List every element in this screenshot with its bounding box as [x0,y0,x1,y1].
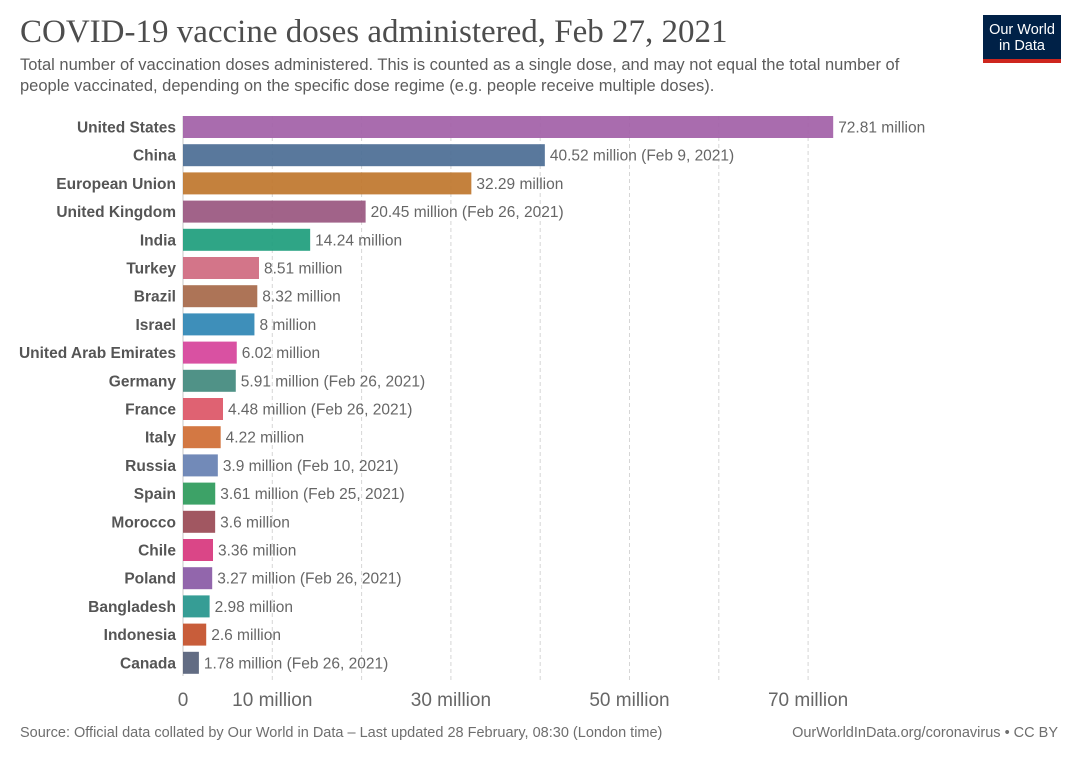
value-label: 2.98 million [215,599,293,616]
bar [183,510,216,533]
category-label: United Arab Emirates [19,345,176,362]
value-label: 14.24 million [315,232,402,249]
bar [183,228,311,251]
x-tick-label: 70 million [768,690,848,711]
value-label: 6.02 million [242,345,320,362]
category-label: Bangladesh [88,599,176,616]
value-label: 3.61 million (Feb 25, 2021) [220,486,404,503]
logo-line-2: in Data [999,38,1045,54]
category-label: Morocco [111,514,176,531]
category-label: Turkey [126,261,176,278]
category-label: European Union [56,176,176,193]
value-label: 4.22 million [226,430,304,447]
bar [183,313,255,336]
category-label: Israel [135,317,176,334]
bar [183,144,545,167]
x-tick-label: 30 million [411,690,491,711]
value-label: 3.36 million [218,543,296,560]
bar [183,116,834,138]
chart-subtitle: Total number of vaccination doses admini… [20,56,900,95]
category-label: Italy [145,430,176,447]
source-note: Source: Official data collated by Our Wo… [20,725,663,741]
bar [183,567,213,590]
value-label: 40.52 million (Feb 9, 2021) [550,148,734,165]
bar [183,369,236,392]
value-label: 3.27 million (Feb 26, 2021) [217,571,401,588]
value-label: 8.32 million [262,289,340,306]
category-label: United States [77,120,176,137]
value-label: 8 million [259,317,316,334]
bar [183,285,258,308]
x-tick-label: 50 million [589,690,669,711]
category-label: Germany [109,373,177,390]
owid-logo[interactable]: Our World in Data [983,15,1061,63]
value-label: 20.45 million (Feb 26, 2021) [371,204,564,221]
value-label: 3.9 million (Feb 10, 2021) [223,458,399,475]
value-label: 8.51 million [264,261,342,278]
bar [183,200,366,223]
bar [183,426,221,449]
credit-link[interactable]: OurWorldInData.org/coronavirus • CC BY [792,725,1058,741]
bar [183,454,218,477]
category-label: Spain [134,486,176,503]
bar [183,482,216,505]
x-tick-label: 0 [178,690,189,711]
category-label: Chile [138,543,176,560]
category-label: France [125,402,176,419]
value-label: 5.91 million (Feb 26, 2021) [241,373,425,390]
value-label: 4.48 million (Feb 26, 2021) [228,402,412,419]
category-label: Canada [120,655,176,672]
bar [183,623,207,646]
bar [183,257,259,279]
bar [183,539,214,561]
value-label: 3.6 million [220,514,290,531]
bar [183,341,237,364]
value-label: 32.29 million [476,176,563,193]
value-label: 2.6 million [211,627,281,644]
category-label: United Kingdom [56,204,176,221]
category-label: India [140,232,177,249]
bar [183,651,199,674]
category-label: Poland [124,571,176,588]
logo-line-1: Our World [989,22,1055,38]
category-label: China [133,148,176,165]
category-label: Brazil [134,289,176,306]
category-label: Russia [125,458,176,475]
category-label: Indonesia [104,627,177,644]
value-label: 72.81 million [838,120,925,137]
bar [183,172,472,195]
chart-title: COVID-19 vaccine doses administered, Feb… [20,14,728,50]
value-label: 1.78 million (Feb 26, 2021) [204,655,388,672]
x-tick-label: 10 million [232,690,312,711]
bar [183,398,224,420]
bar [183,595,210,618]
